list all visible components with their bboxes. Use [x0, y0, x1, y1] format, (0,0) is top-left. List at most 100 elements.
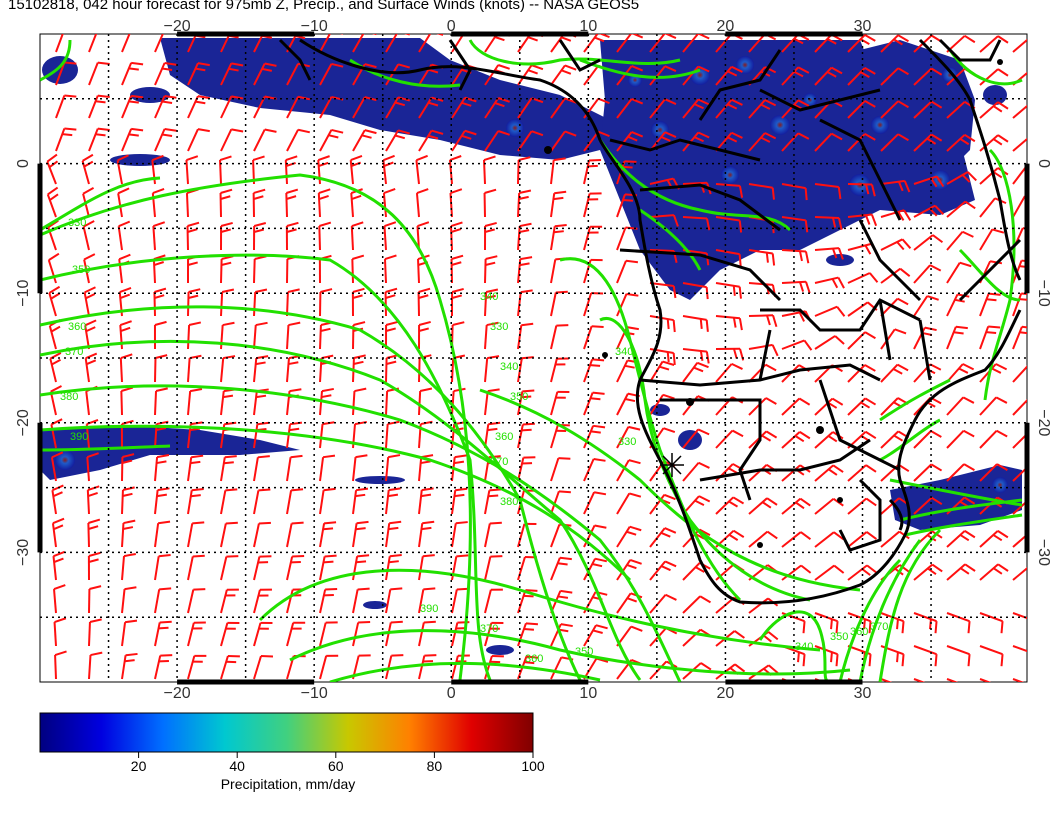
wind-barb — [154, 34, 164, 53]
wind-barb — [319, 621, 338, 647]
wind-barb — [119, 353, 133, 383]
wind-barb — [682, 428, 710, 449]
contour-label: 370 — [870, 621, 888, 633]
wind-barb — [484, 388, 500, 416]
wind-barb — [220, 221, 233, 251]
wind-barb — [781, 497, 811, 515]
wind-barb — [385, 554, 402, 581]
wind-barb — [748, 249, 776, 266]
wind-barb — [814, 132, 843, 152]
wind-barb — [979, 228, 1005, 251]
wind-barb — [484, 288, 499, 317]
wind-barb — [451, 554, 469, 581]
wind-barb — [418, 554, 435, 581]
wind-barb — [880, 363, 909, 383]
wind-barb — [350, 221, 364, 251]
wind-barb — [517, 322, 534, 350]
wind-barb — [220, 455, 237, 482]
wind-barb — [121, 453, 135, 482]
wind-barb — [946, 200, 976, 218]
wind-barb — [186, 221, 200, 251]
wind-barb — [219, 188, 233, 218]
wind-barb — [253, 521, 271, 548]
wind-barb — [649, 98, 677, 119]
wind-barb — [317, 155, 330, 185]
wind-barb — [87, 518, 101, 548]
wind-barb — [187, 488, 204, 515]
islands — [544, 59, 1003, 548]
wind-barb — [715, 183, 744, 198]
wind-barb — [418, 387, 433, 416]
lat-tick-label-right: −30 — [1035, 539, 1052, 566]
height-contours — [40, 39, 1023, 682]
wind-barb — [484, 588, 503, 614]
contour-label: 340 — [615, 346, 633, 358]
wind-barb — [781, 564, 812, 581]
wind-barb — [517, 456, 536, 482]
precip-spot-5 — [486, 645, 514, 655]
wind-barb — [979, 292, 1001, 317]
wind-barb — [286, 621, 306, 647]
lat-tick-label-left: 0 — [15, 159, 32, 168]
wind-barb — [484, 521, 502, 548]
wind-barb — [286, 128, 311, 152]
wind-barb — [682, 361, 709, 383]
wind-barb — [748, 343, 779, 357]
wind-barb — [913, 430, 942, 449]
precip-spot-6 — [363, 601, 387, 609]
wind-barb — [979, 134, 1009, 152]
wind-barb — [253, 488, 271, 515]
wind-barb — [880, 209, 912, 221]
wind-barb — [946, 645, 971, 667]
wind-barb — [121, 586, 137, 614]
precip-area-north — [160, 38, 610, 160]
wind-barb — [451, 129, 477, 152]
wind-barb — [715, 65, 743, 86]
wind-barb — [814, 216, 843, 230]
wind-barb — [286, 488, 304, 515]
map-axes: −20 −20 −10 −10 0 0 10 10 20 20 30 30 0 0 −10 −10 −20 −20… — [15, 18, 1052, 702]
wind-barb — [682, 315, 709, 332]
wind-barb — [121, 619, 138, 647]
wind-barb — [979, 363, 1008, 383]
contour-label: 390 — [70, 431, 88, 443]
lon-tick-label-bottom: −10 — [301, 685, 328, 702]
contour-label: 360 — [68, 321, 86, 333]
wind-barb — [253, 621, 273, 647]
wind-barb — [946, 563, 976, 581]
wind-barb — [352, 487, 369, 515]
wind-barb — [352, 129, 377, 152]
precip-spot-8 — [42, 56, 78, 84]
wind-barb — [82, 187, 95, 218]
wind-barb — [550, 390, 570, 416]
contour-label: 360 — [850, 626, 868, 638]
wind-barb — [616, 98, 644, 119]
wind-barb — [649, 282, 677, 299]
wind-barb — [1012, 325, 1027, 350]
wind-barb — [47, 252, 60, 284]
wind-barb — [814, 183, 842, 200]
wind-barb — [979, 530, 1009, 548]
wind-barb — [1012, 365, 1027, 383]
wind-barb — [946, 171, 977, 185]
wind-barb — [847, 497, 877, 515]
wind-barb — [550, 556, 572, 581]
wind-barb — [154, 487, 170, 515]
wind-barb — [385, 620, 403, 647]
wind-barb — [1012, 645, 1027, 653]
wind-barb — [120, 386, 134, 416]
wind-barb — [979, 35, 1009, 53]
lon-tick-label-top: 0 — [447, 18, 456, 35]
wind-barb — [616, 525, 642, 548]
wind-barb — [187, 588, 206, 614]
wind-barb — [913, 678, 926, 682]
wind-barb — [715, 282, 742, 299]
wind-barb — [88, 585, 102, 614]
lat-tick-label-left: −30 — [15, 539, 32, 566]
wind-barb — [319, 588, 338, 614]
wind-barb — [715, 131, 743, 152]
wind-barb — [649, 65, 677, 86]
wind-barb — [318, 221, 332, 251]
contour-label: 330 — [68, 217, 86, 229]
